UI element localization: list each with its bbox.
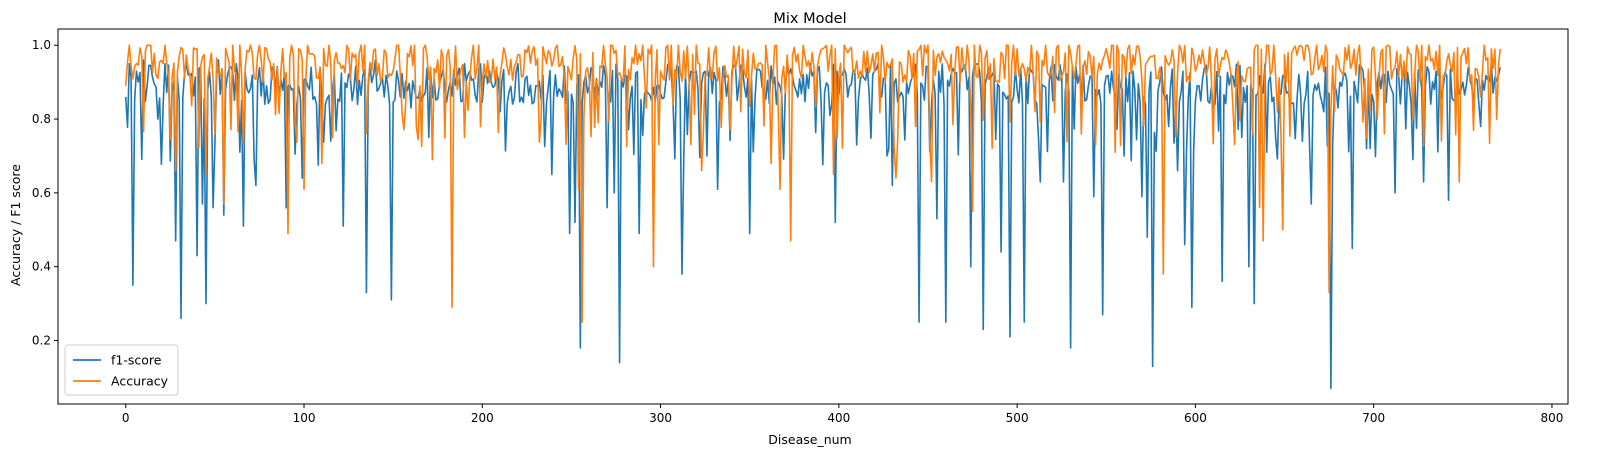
x-tick-label: 300 [649,411,672,425]
y-axis: 0.2 0.4 0.6 0.8 1.0 [32,38,58,348]
x-axis-label: Disease_num [768,432,851,447]
x-tick-label: 700 [1362,411,1385,425]
x-tick-label: 500 [1006,411,1029,425]
legend-label: f1-score [111,353,162,368]
x-axis: 0 100 200 300 400 500 600 700 800 [122,404,1563,425]
x-tick-label: 800 [1541,411,1564,425]
y-tick-label: 0.6 [32,186,51,200]
chart-title: Mix Model [773,11,846,27]
x-tick-label: 400 [827,411,850,425]
legend-box [64,344,179,396]
y-tick-label: 0.4 [32,260,51,274]
x-tick-label: 0 [122,411,130,425]
y-tick-label: 1.0 [32,38,51,52]
legend: f1-score Accuracy [64,344,179,396]
series-line-accuracy [124,44,1502,323]
legend-label: Accuracy [111,374,169,389]
plot-frame [57,28,1569,405]
y-tick-label: 0.8 [32,112,51,126]
plot-area [124,44,1502,390]
x-tick-label: 200 [471,411,494,425]
series-line-f1-score [124,59,1502,390]
x-tick-label: 100 [293,411,316,425]
y-tick-label: 0.2 [32,334,51,348]
y-axis-label: Accuracy / F1 score [8,164,23,286]
x-tick-label: 600 [1184,411,1207,425]
